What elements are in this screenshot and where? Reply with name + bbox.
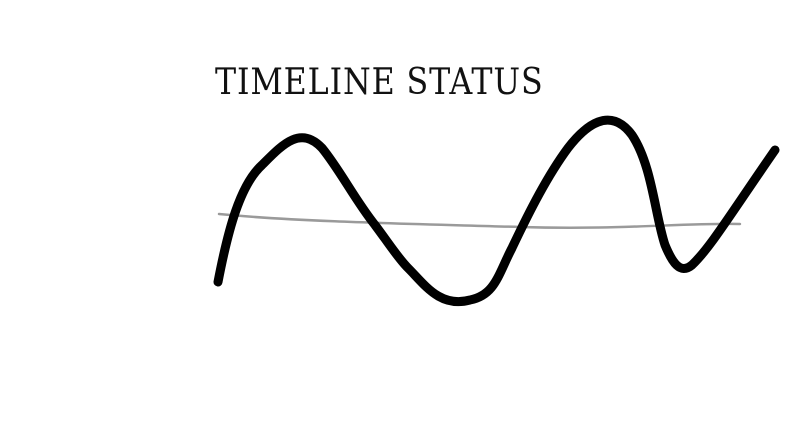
baseline-line bbox=[217, 212, 742, 229]
page-title: TIMELINE STATUS bbox=[214, 62, 544, 103]
status-wave-line bbox=[213, 115, 780, 307]
